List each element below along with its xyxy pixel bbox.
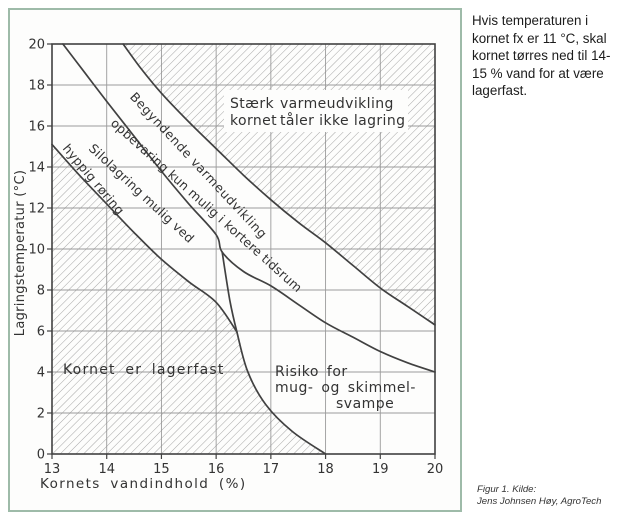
note-line: 15 % vand for at være [472,65,604,81]
lagerfast-region-hatch [52,144,326,454]
x-tick-label-18: 18 [317,462,334,477]
y-tick-label-8: 8 [37,284,45,299]
y-tick-label-0: 0 [37,448,45,463]
note-line: kornet tørres ned til 14- [472,48,611,64]
region-label-staerk-l2b: tåler ikke lagring [280,112,405,129]
caption-line-1: Figur 1. Kilde: [477,484,537,495]
note-line: kornet fx er 11 °C, skal [472,30,607,46]
y-tick-label-18: 18 [28,79,45,94]
figure-panel: 13 14 15 16 17 18 19 20 0 2 4 6 8 10 12 14 16 18 20 Stærk … [8,8,462,512]
y-tick-label-6: 6 [37,325,45,340]
staerk-label-box [224,90,408,132]
region-label-staerk-l1a: Stærk [230,96,274,112]
y-tick-label-2: 2 [37,407,45,422]
caption-line-2: Jens Johnsen Høy, AgroTech [477,495,602,507]
y-tick-label-16: 16 [28,120,45,135]
y-tick-label-4: 4 [37,366,45,381]
y-tick-label-20: 20 [28,38,45,53]
note-line: lagerfast. [472,83,528,99]
region-label-lagerfast: Kornet er lagerfast [63,362,225,378]
x-tick-label-13: 13 [44,462,61,477]
curve-layer [51,43,436,455]
y-axis-title: Lagringstemperatur (°C) [13,170,28,336]
x-tick-label-15: 15 [153,462,170,477]
curve-begyndende-boundary [62,43,436,373]
x-tick-label-20: 20 [427,462,444,477]
x-tick-label-16: 16 [208,462,225,477]
x-axis-title: Kornets vandindhold (%) [40,476,247,492]
region-label-risiko-2: mug- og skimmel- [275,380,416,396]
x-tick-label-19: 19 [372,462,389,477]
note-line: Hvis temperaturen i [472,13,589,28]
curve-staerk-boundary [122,43,436,326]
curve-lagerfast-boundary [51,143,238,333]
region-label-risiko-3: svampe [336,396,394,412]
curve-mold-boundary [221,251,327,455]
x-tick-label-17: 17 [263,462,280,477]
region-label-staerk-l1b: varmeudvikling [280,96,394,112]
figure-caption: Figur 1. Kilde: Jens Johnsen Høy, AgroTe… [477,484,601,507]
tick-layer: 13 14 15 16 17 18 19 20 0 2 4 6 8 10 12 14 16 18 20 [28,38,443,478]
y-tick-label-10: 10 [28,243,45,258]
region-label-risiko-1: Risiko for [275,364,348,380]
y-tick-label-12: 12 [28,202,45,217]
region-label-staerk-l2a: kornet [230,113,277,129]
x-tick-label-14: 14 [98,462,115,477]
note-text: Hvis temperaturen i kornet fx er 11 °C, … [472,12,640,100]
y-tick-label-14: 14 [28,161,45,176]
